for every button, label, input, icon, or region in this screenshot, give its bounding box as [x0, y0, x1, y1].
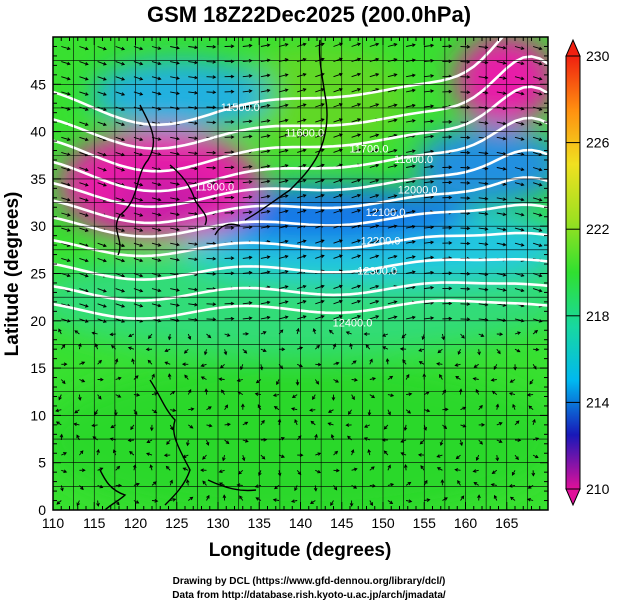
y-tick-label: 0: [38, 502, 46, 518]
y-tick-label: 15: [30, 360, 46, 376]
map-gridlines: [53, 37, 548, 510]
x-tick-label: 155: [413, 515, 437, 531]
colorbar-max-triangle: [565, 38, 581, 57]
colorbar-body: [565, 55, 581, 490]
contour-label: 11500.0: [221, 102, 260, 114]
contour-label: 11600.0: [285, 128, 324, 140]
y-axis-ticks: 0 5 10 15 20 25 30 35 40 45: [30, 36, 548, 518]
x-tick-label: 115: [83, 515, 106, 531]
y-tick-label: 30: [30, 218, 46, 234]
x-tick-label: 165: [495, 515, 519, 531]
colorbar-label: 230: [586, 48, 610, 64]
x-tick-label: 160: [454, 515, 478, 531]
x-axis-label: Longitude (degrees): [209, 540, 392, 561]
plot-area: [53, 37, 548, 510]
x-axis-ticks: 110 115 120 125 130 135 140 145 150 155 160 165: [42, 37, 549, 531]
y-tick-label: 10: [30, 407, 46, 423]
colorbar-label: 214: [586, 394, 610, 410]
contour-label: 11700.0: [349, 144, 388, 156]
x-tick-label: 145: [330, 515, 354, 531]
y-tick-label: 25: [30, 266, 46, 282]
colorbar: 230 226 222 218 214 210: [565, 38, 610, 507]
colorbar-min-triangle: [565, 488, 581, 507]
contour-label: 11900.0: [195, 181, 234, 193]
x-tick-label: 135: [248, 515, 272, 531]
x-tick-label: 130: [206, 515, 230, 531]
y-tick-label: 20: [30, 313, 46, 329]
y-tick-label: 40: [30, 124, 46, 140]
contour-label: 12100.0: [366, 207, 406, 219]
y-tick-label: 45: [30, 76, 46, 92]
contour-label: 12300.0: [357, 266, 397, 278]
contour-label: 12400.0: [333, 318, 373, 330]
contour-label: 12200.0: [361, 235, 401, 247]
credit-data: Data from http://database.rish.kyoto-u.a…: [172, 590, 446, 601]
x-tick-label: 125: [165, 515, 189, 531]
y-tick-label: 35: [30, 171, 46, 187]
y-tick-label: 5: [38, 455, 46, 471]
colorbar-label: 222: [586, 221, 610, 237]
colorbar-tick-labels: 230 226 222 218 214 210: [566, 48, 610, 497]
y-axis-label: Latitude (degrees): [2, 192, 23, 357]
colorbar-label: 226: [586, 135, 610, 151]
x-tick-label: 140: [289, 515, 313, 531]
chart-title: GSM 18Z22Dec2025 (200.0hPa): [147, 2, 471, 27]
contour-label: 11800.0: [394, 154, 433, 166]
contour-labels: 11500.0 11600.0 11700.0 11800.0 11900.0 12000…: [195, 102, 437, 330]
colorbar-label: 218: [586, 308, 610, 324]
contour-label: 12000.0: [398, 184, 438, 196]
x-tick-label: 150: [371, 515, 395, 531]
credit-drawing: Drawing by DCL (https://www.gfd-dennou.o…: [173, 576, 446, 587]
x-tick-label: 120: [124, 515, 148, 531]
x-tick-label: 110: [42, 515, 65, 531]
colorbar-label: 210: [586, 481, 610, 497]
